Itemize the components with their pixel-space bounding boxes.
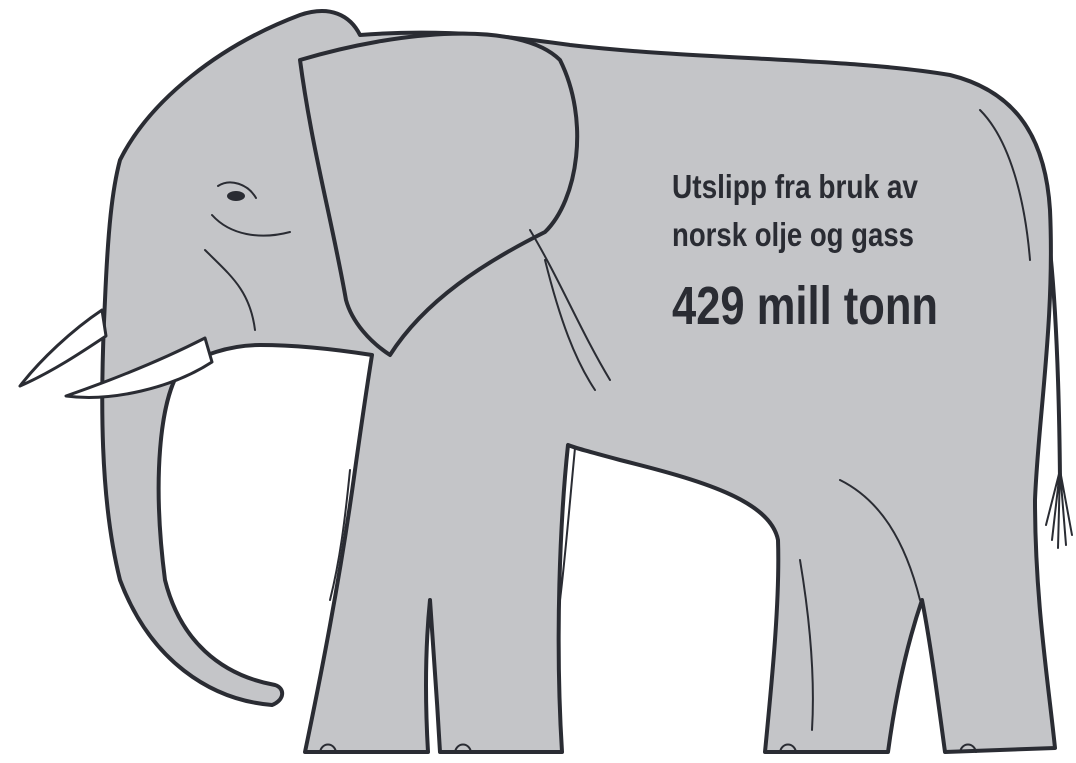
caption-line: Utslipp fra bruk av — [672, 168, 919, 205]
page: Elephant html, body { margin: 0; padding… — [0, 0, 1076, 763]
elephant — [20, 11, 1072, 752]
tusk-far — [20, 310, 106, 386]
page-body: {"caption": {"lines": ["Utslipp fra bruk… — [0, 0, 1076, 763]
tail-tuft — [1046, 470, 1072, 548]
illustration: Utslipp fra bruk av norsk olje og gass 4… — [0, 0, 1076, 763]
eye — [227, 191, 245, 201]
caption-line: norsk olje og gass — [672, 216, 914, 253]
caption-value: 429 mill tonn — [672, 276, 938, 336]
